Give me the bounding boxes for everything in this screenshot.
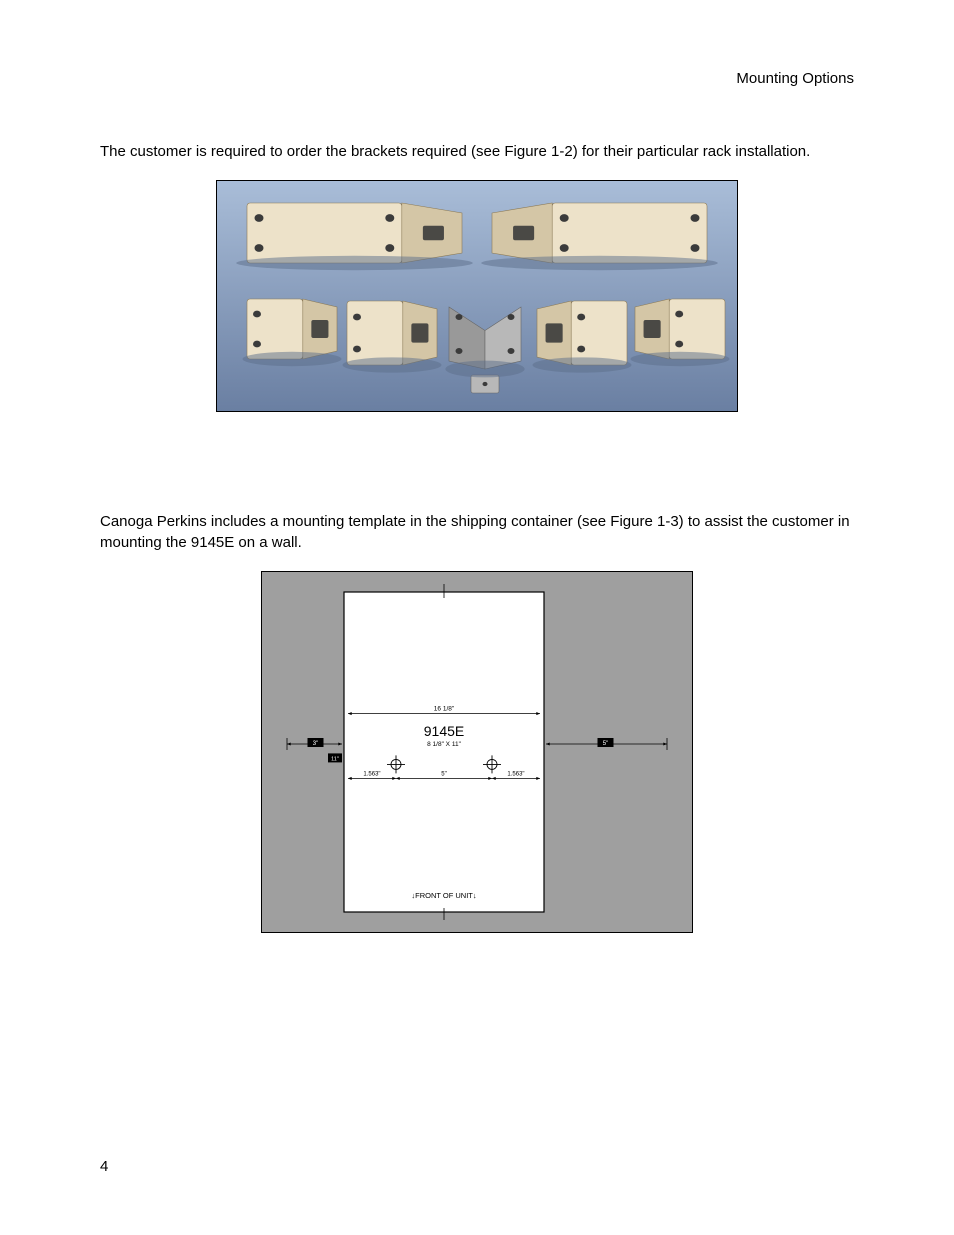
figure-template-wrap: 16 1/8" 3" 5" 11" 9145E 8 1/8" X 11" 1.563" 5" 1… <box>100 571 854 933</box>
svg-text:11": 11" <box>331 756 339 762</box>
paragraph-2: Canoga Perkins includes a mounting templ… <box>100 512 854 553</box>
svg-text:1.563": 1.563" <box>363 771 380 777</box>
svg-text:5": 5" <box>441 771 446 777</box>
svg-text:1.563": 1.563" <box>507 771 524 777</box>
page: Mounting Options The customer is require… <box>0 0 954 1235</box>
figure-template-image: 16 1/8" 3" 5" 11" 9145E 8 1/8" X 11" 1.563" 5" 1… <box>261 571 693 933</box>
figure-brackets-wrap <box>100 180 854 412</box>
svg-text:16 1/8": 16 1/8" <box>434 705 455 712</box>
svg-text:8 1/8" X 11": 8 1/8" X 11" <box>427 741 461 748</box>
svg-text:5": 5" <box>603 741 608 747</box>
page-header-title: Mounting Options <box>100 70 854 87</box>
paragraph-1: The customer is required to order the br… <box>100 142 854 162</box>
svg-text:↓FRONT OF UNIT↓: ↓FRONT OF UNIT↓ <box>411 891 476 900</box>
svg-text:9145E: 9145E <box>424 723 464 739</box>
page-number: 4 <box>100 1158 108 1175</box>
figure-brackets-image <box>216 180 738 412</box>
svg-text:3": 3" <box>313 741 318 747</box>
